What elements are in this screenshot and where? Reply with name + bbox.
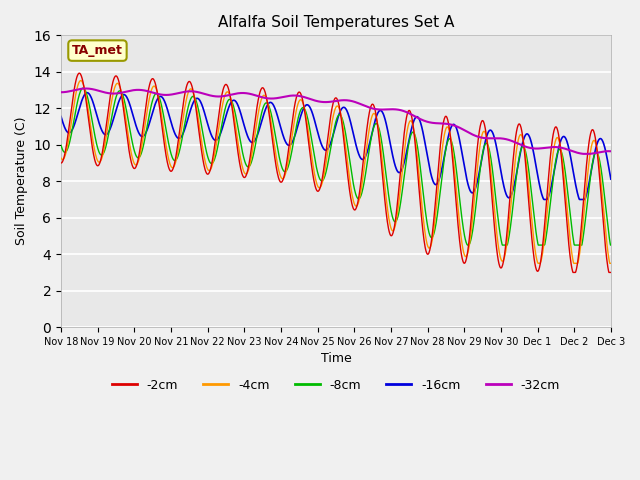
Text: TA_met: TA_met [72, 44, 123, 57]
Legend: -2cm, -4cm, -8cm, -16cm, -32cm: -2cm, -4cm, -8cm, -16cm, -32cm [107, 374, 565, 397]
Y-axis label: Soil Temperature (C): Soil Temperature (C) [15, 117, 28, 245]
X-axis label: Time: Time [321, 352, 351, 365]
Title: Alfalfa Soil Temperatures Set A: Alfalfa Soil Temperatures Set A [218, 15, 454, 30]
